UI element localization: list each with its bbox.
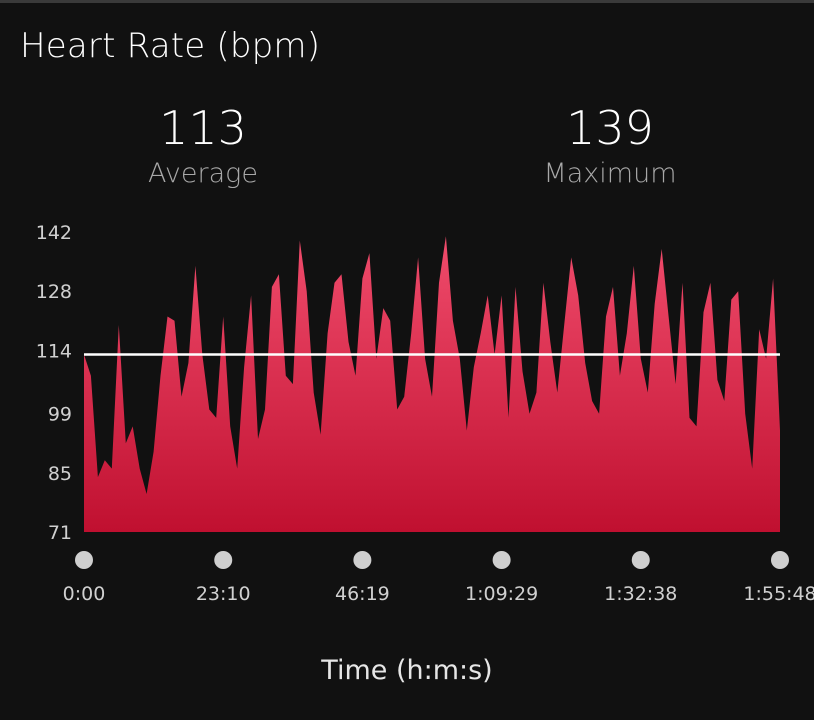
x-tick-marker bbox=[771, 551, 789, 569]
maximum-stat: 139 Maximum bbox=[490, 102, 730, 189]
y-tick-label: 99 bbox=[48, 404, 72, 426]
average-label: Average bbox=[148, 158, 258, 189]
x-tick-label: 1:09:29 bbox=[465, 583, 538, 605]
maximum-label: Maximum bbox=[543, 158, 677, 189]
y-tick-label: 114 bbox=[36, 340, 72, 362]
y-tick-label: 85 bbox=[48, 463, 72, 485]
x-tick-marker bbox=[214, 551, 233, 569]
y-tick-label: 71 bbox=[48, 522, 72, 544]
chart-title: Heart Rate (bpm) bbox=[20, 26, 321, 66]
x-tick-label: 1:32:38 bbox=[604, 583, 677, 605]
x-tick-marker bbox=[631, 551, 650, 569]
average-stat: 113 Average bbox=[83, 102, 323, 189]
top-divider bbox=[0, 0, 814, 3]
x-tick-label: 0:00 bbox=[63, 583, 106, 605]
x-axis-label: Time (h:m:s) bbox=[321, 655, 493, 686]
y-tick-label: 142 bbox=[36, 222, 72, 244]
heart-rate-area bbox=[84, 236, 780, 532]
maximum-value: 139 bbox=[566, 101, 654, 155]
x-tick-label: 1:55:48 bbox=[743, 583, 814, 605]
average-value: 113 bbox=[159, 101, 247, 155]
x-tick-marker bbox=[75, 551, 93, 569]
heart-rate-chart: 142 128 114 99 85 71 0:00 23:10 46:19 1:09:29 1:32… bbox=[36, 222, 814, 605]
x-tick-label: 46:19 bbox=[335, 583, 390, 605]
x-tick-marker bbox=[492, 551, 511, 569]
x-tick-marker bbox=[353, 551, 372, 569]
x-tick-label: 23:10 bbox=[196, 583, 251, 605]
y-tick-label: 128 bbox=[36, 281, 72, 303]
